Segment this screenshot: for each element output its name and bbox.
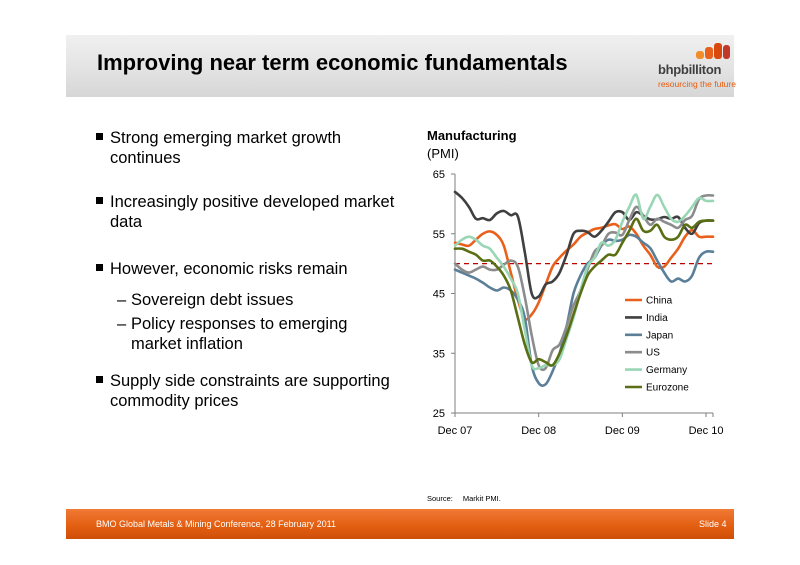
x-tick-label: Dec 08: [521, 425, 556, 437]
legend-label-germany: Germany: [646, 365, 687, 376]
slide-title: Improving near term economic fundamental…: [97, 50, 568, 75]
y-tick-label: 65: [433, 169, 445, 181]
logo-wordmark: bhpbilliton: [658, 62, 722, 77]
chart-unit-label: (PMI): [427, 146, 459, 161]
bullet-item: Supply side constraints are supporting c…: [96, 371, 396, 411]
source-note: Source: Markit PMI.: [427, 494, 501, 503]
y-tick-label: 45: [433, 289, 445, 301]
footer-band: [66, 509, 734, 539]
series-line-china: [453, 222, 715, 321]
bullet-item: Increasingly positive developed market d…: [96, 192, 396, 232]
legend-label-us: US: [646, 348, 660, 359]
x-tick-label: Dec 09: [605, 425, 640, 437]
chart-title: Manufacturing: [427, 128, 517, 143]
series-line-eurozone: [453, 217, 715, 367]
y-tick-label: 35: [433, 348, 445, 360]
bullet-marker: [96, 376, 103, 383]
x-tick-label: Dec 07: [438, 425, 473, 437]
bullet-marker: [96, 197, 103, 204]
bullet-item: Strong emerging market growth continues: [96, 128, 396, 168]
footer-slide-number: Slide 4: [699, 519, 727, 529]
footer-conference-label: BMO Global Metals & Mining Conference, 2…: [96, 519, 336, 529]
bullet-marker: [96, 264, 103, 271]
legend-label-eurozone: Eurozone: [646, 383, 689, 394]
sub-bullet-item: – Policy responses to emerging market in…: [117, 315, 348, 353]
y-tick-label: 25: [433, 408, 445, 420]
x-tick-label: Dec 10: [689, 425, 724, 437]
sub-bullet-item: – Sovereign debt issues: [117, 291, 294, 309]
header-band: [66, 35, 734, 97]
bullet-item: However, economic risks remain: [96, 259, 396, 279]
bhp-billiton-logo: bhpbilliton resourcing the future: [650, 40, 736, 96]
series-line-japan: [453, 233, 715, 387]
legend-label-india: India: [646, 313, 668, 324]
logo-tagline: resourcing the future: [658, 79, 736, 89]
y-tick-label: 55: [433, 229, 445, 241]
pmi-line-chart: 25 35 45 55 65 Dec 07 Dec 08 Dec 09 Dec 10 China I…: [433, 169, 724, 437]
series-line-germany: [453, 193, 715, 371]
legend-label-china: China: [646, 296, 673, 307]
legend-label-japan: Japan: [646, 330, 673, 341]
logo-mark-icon: [696, 43, 730, 59]
bullet-marker: [96, 133, 103, 140]
